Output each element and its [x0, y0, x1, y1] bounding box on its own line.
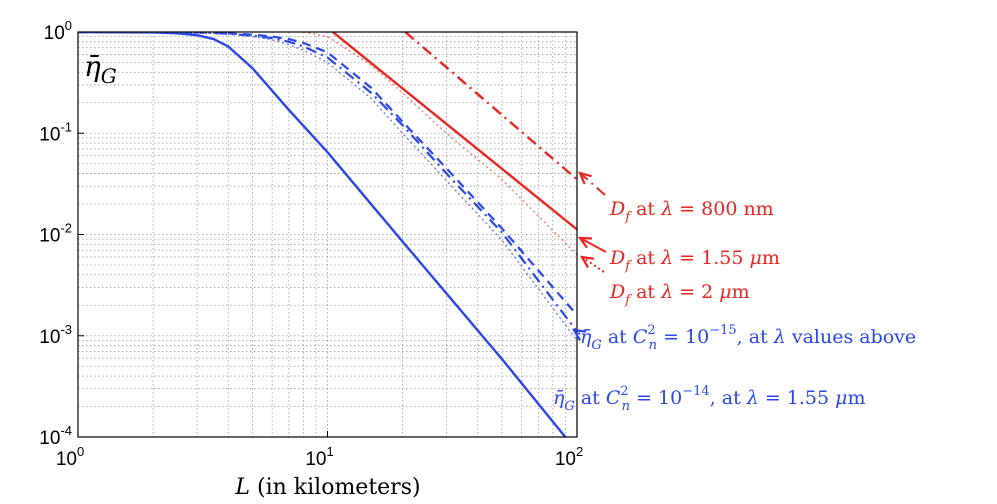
- annotation-arrowhead-4: [571, 328, 587, 341]
- annotation-arrowhead-1: [578, 171, 592, 185]
- y-tick-label-4: 10-3: [39, 322, 72, 348]
- annotation-arrow-1: [579, 172, 606, 196]
- annotation-1: Df at λ = 800 nm: [578, 171, 774, 225]
- x-tick-label-3: 102: [555, 444, 583, 470]
- grid: [78, 32, 577, 437]
- annotation-label-4: η̄G at C2 n = 10−15, at λ values above: [580, 323, 916, 353]
- x-tick-label-1: 100: [56, 444, 84, 470]
- x-tick-label-2: 101: [305, 444, 333, 470]
- annotation-arrowhead-2: [577, 236, 593, 249]
- annotation-2: Df at λ = 1.55 μm: [577, 236, 780, 274]
- annotation-arrowhead-3: [579, 255, 595, 268]
- annotation-label-1: Df at λ = 800 nm: [609, 198, 774, 225]
- annotation-label-2: Df at λ = 1.55 μm: [609, 247, 780, 274]
- x-axis-label: L (in kilometers): [234, 475, 420, 500]
- axes: 100 101 102 100 10-1 10-2 10-3 10-4: [39, 18, 583, 470]
- series-line-3: [303, 32, 577, 256]
- y-tick-label-3: 10-2: [39, 221, 72, 247]
- y-tick-label-1: 100: [44, 18, 72, 44]
- annotation-3: Df at λ = 2 μm: [579, 255, 750, 308]
- y-tick-label-5: 10-4: [39, 423, 72, 449]
- y-tick-label-2: 10-1: [39, 119, 72, 145]
- annotation-label-3: Df at λ = 2 μm: [609, 281, 750, 308]
- series-line-5: [78, 32, 577, 316]
- annotation-arrow-2: [579, 237, 607, 253]
- series-line-7: [78, 32, 577, 341]
- series-group: [78, 32, 577, 437]
- series-line-6: [78, 32, 577, 333]
- annotation-label-5: η̄G at C2 n = 10−14, at λ = 1.55 μm: [553, 384, 866, 414]
- annotations: Df at λ = 800 nm Df at λ = 1.55 μm Df at λ…: [553, 171, 916, 414]
- series-line-1: [404, 32, 577, 181]
- annotation-5: η̄G at C2 n = 10−14, at λ = 1.55 μm: [553, 384, 866, 414]
- y-axis-label: η̄G: [84, 50, 117, 88]
- annotation-4: η̄G at C2 n = 10−15, at λ values above: [571, 323, 916, 353]
- series-line-2: [332, 32, 577, 231]
